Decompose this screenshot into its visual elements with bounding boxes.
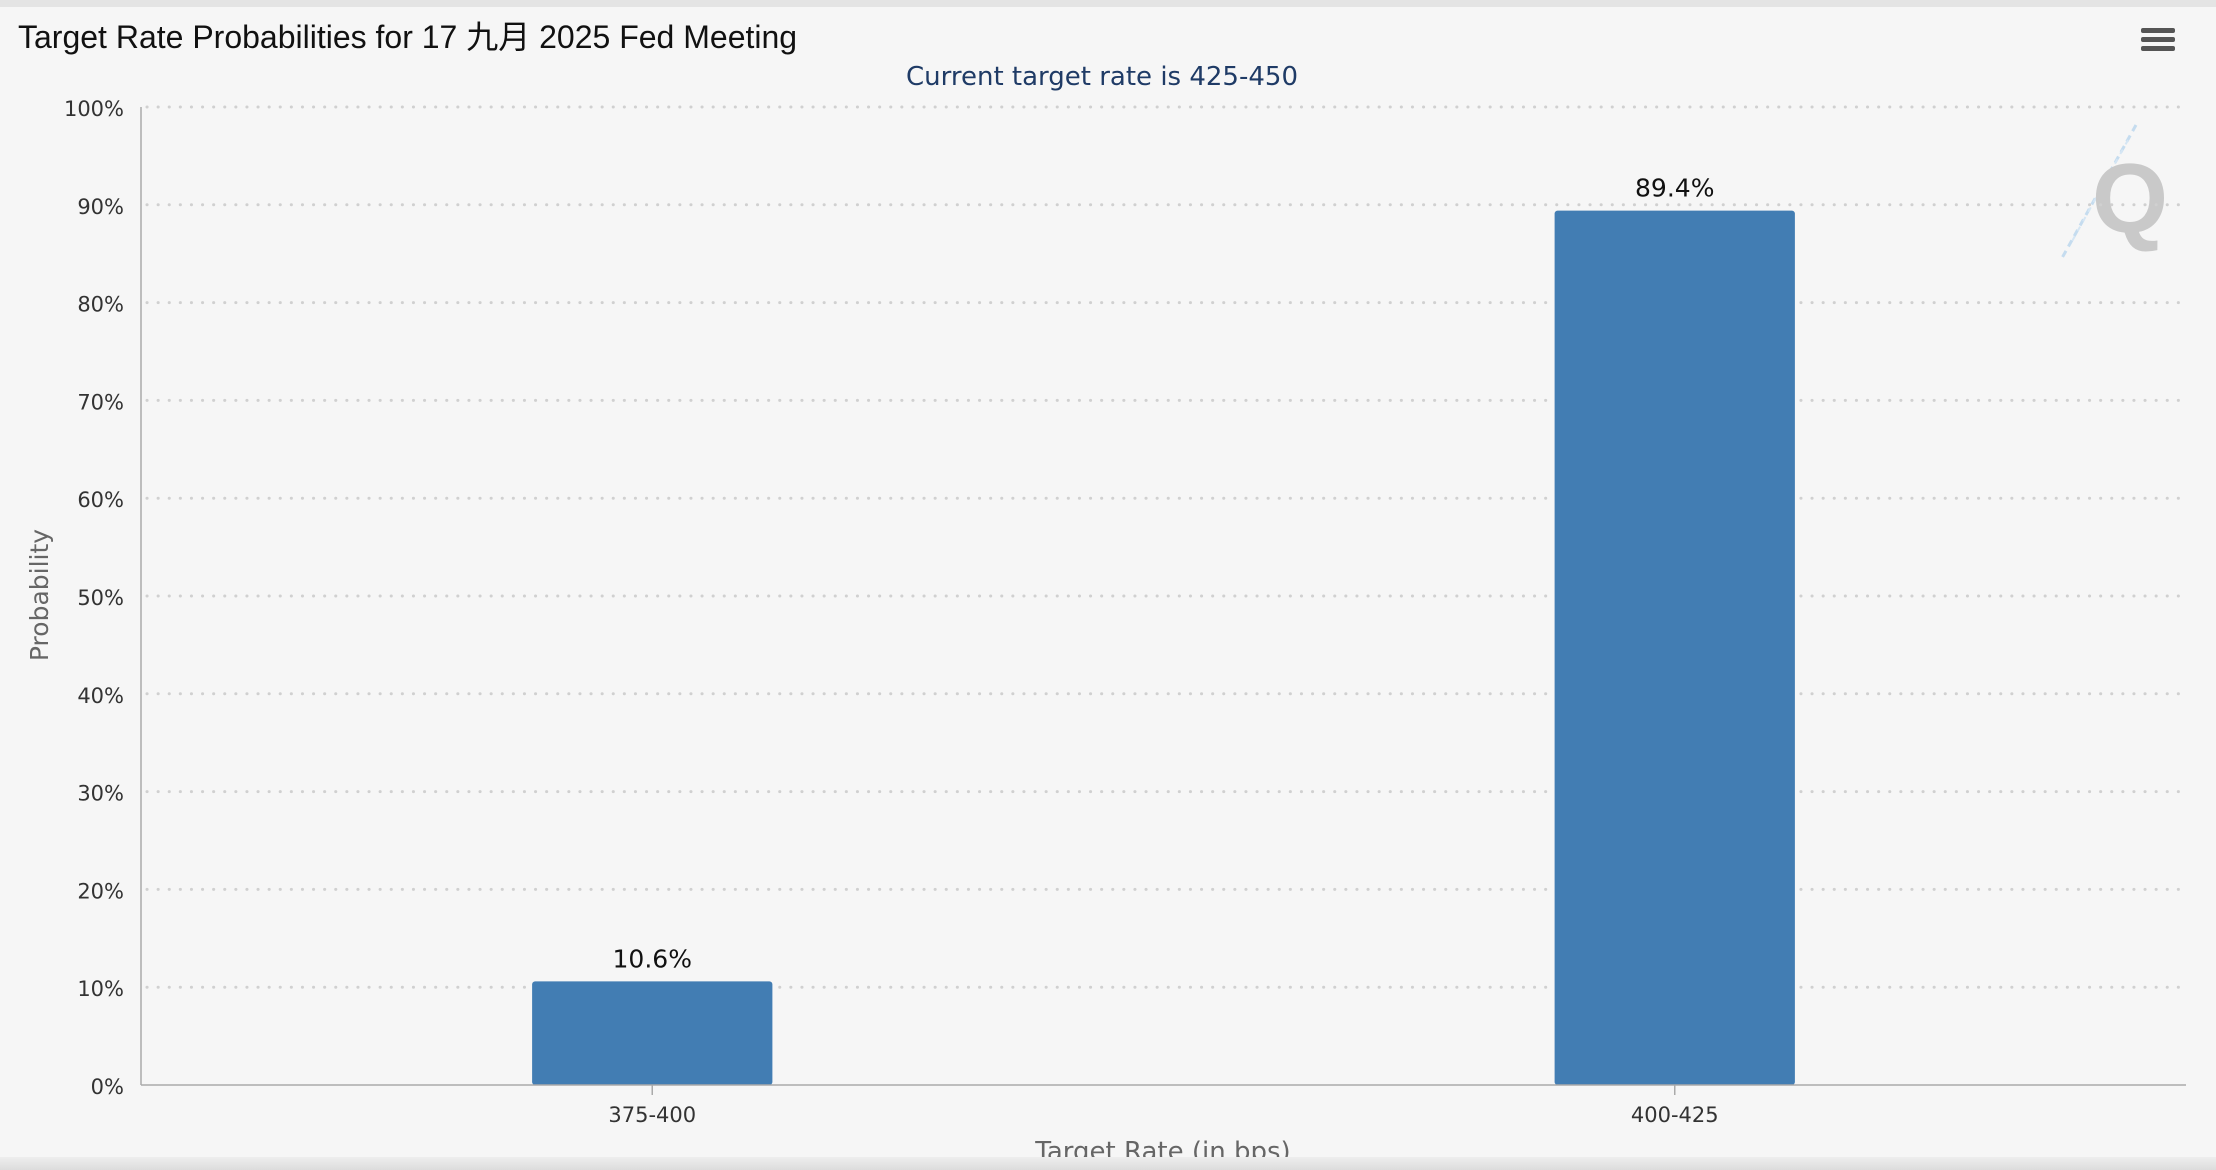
y-tick-label: 40% bbox=[77, 684, 124, 708]
y-tick-label: 80% bbox=[77, 293, 124, 317]
y-axis-ticks: 0% 10% 20% 30% 40% 50% 60% 70% 80% 90% 100% bbox=[64, 97, 124, 1099]
chart-title: Target Rate Probabilities for 17 九月 2025… bbox=[18, 19, 798, 55]
y-tick-label: 90% bbox=[77, 195, 124, 219]
bar[interactable] bbox=[532, 981, 773, 1085]
y-tick-label: 10% bbox=[77, 977, 124, 1001]
bar[interactable] bbox=[1554, 210, 1795, 1086]
y-tick-label: 50% bbox=[77, 586, 124, 610]
y-tick-label: 60% bbox=[77, 488, 124, 512]
hamburger-menu-icon[interactable] bbox=[2140, 25, 2176, 61]
watermark-letter: Q bbox=[2092, 143, 2168, 253]
menu-bar bbox=[2141, 37, 2175, 42]
y-tick-label: 70% bbox=[77, 390, 124, 414]
menu-bar bbox=[2141, 46, 2175, 51]
data-label: 89.4% bbox=[1635, 174, 1714, 203]
menu-bar bbox=[2141, 28, 2175, 33]
chart-subtitle: Current target rate is 425-450 bbox=[906, 62, 1298, 92]
chart-panel: Target Rate Probabilities for 17 九月 2025… bbox=[0, 7, 2216, 1170]
window-top-edge bbox=[0, 0, 2216, 7]
x-tick-label: 375-400 bbox=[608, 1103, 696, 1127]
window-bottom-edge bbox=[0, 1157, 2216, 1170]
y-tick-label: 20% bbox=[77, 879, 124, 903]
y-axis-label: Probability bbox=[25, 529, 54, 661]
watermark-logo: Q bbox=[2060, 124, 2168, 259]
y-tick-label: 100% bbox=[64, 97, 124, 121]
y-tick-label: 30% bbox=[77, 782, 124, 806]
y-tick-label: 0% bbox=[91, 1075, 124, 1099]
x-axis-ticks: 375-400 400-425 bbox=[608, 1085, 1719, 1127]
x-tick-label: 400-425 bbox=[1631, 1103, 1719, 1127]
bars bbox=[532, 210, 1795, 1086]
data-label: 10.6% bbox=[613, 944, 692, 973]
data-labels: 10.6% 89.4% bbox=[613, 174, 1715, 974]
gridlines bbox=[145, 105, 2188, 989]
